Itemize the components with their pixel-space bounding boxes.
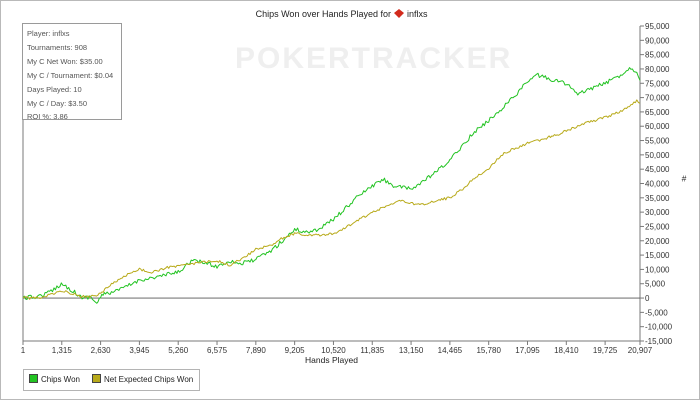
diamond-shape	[394, 9, 404, 18]
y-tick-label: 45,000	[645, 165, 670, 174]
x-tick-label: 3,945	[129, 346, 150, 355]
stat-roi: ROI %: 3.86	[27, 112, 68, 122]
x-tick-label: 17,095	[515, 346, 540, 355]
chart-legend: Chips Won Net Expected Chips Won	[23, 369, 200, 391]
pokertracker-logo-icon	[394, 9, 404, 18]
y-tick-label: -10,000	[645, 323, 673, 332]
y-tick-label: 80,000	[645, 65, 670, 74]
y-axis-label: #	[682, 174, 687, 184]
y-tick-label: 75,000	[645, 79, 670, 88]
chart-title: Chips Won over Hands Played for	[256, 9, 391, 19]
pokertracker-watermark: POKERTRACKER	[235, 42, 512, 75]
y-tick-label: 95,000	[645, 22, 670, 31]
legend-item-net-expected[interactable]: Net Expected Chips Won	[92, 374, 193, 384]
legend-label-chips-won: Chips Won	[41, 375, 80, 384]
y-tick-label: -15,000	[645, 337, 673, 346]
chart-title-player: inflxs	[407, 9, 428, 19]
player-stats-box: Player: inflxs Tournaments: 908 My C Net…	[22, 23, 122, 121]
y-tick-label: 0	[645, 294, 650, 303]
x-tick-label: 10,520	[321, 346, 346, 355]
y-tick-label: 35,000	[645, 194, 670, 203]
y-tick-label: 20,000	[645, 237, 670, 246]
x-tick-label: 13,150	[399, 346, 424, 355]
x-tick-label: 11,835	[360, 346, 384, 355]
series-line-chips-won	[22, 67, 641, 304]
legend-swatch-net-expected	[92, 374, 101, 383]
x-axis-label: Hands Played	[305, 355, 358, 365]
stat-player: Player: inflxs	[27, 29, 70, 38]
x-tick-label: 2,630	[91, 346, 112, 355]
x-tick-label: 7,890	[246, 346, 267, 355]
x-tick-label: 6,575	[207, 346, 228, 355]
y-tick-label: 10,000	[645, 265, 670, 274]
stat-days-played: Days Played: 10	[27, 84, 82, 94]
y-tick-label: 90,000	[645, 36, 670, 45]
x-tick-label: 18,410	[554, 346, 579, 355]
y-tick-label: 55,000	[645, 137, 670, 146]
y-tick-label: 25,000	[645, 222, 670, 231]
legend-swatch-chips-won	[29, 374, 38, 383]
y-tick-label: 60,000	[645, 122, 670, 131]
x-tick-label: 15,780	[476, 346, 501, 355]
y-tick-label: 65,000	[645, 108, 670, 117]
legend-item-chips-won[interactable]: Chips Won	[29, 374, 80, 384]
y-tick-label: 40,000	[645, 180, 670, 189]
stat-tournaments: Tournaments: 908	[27, 42, 88, 52]
y-tick-label: 70,000	[645, 94, 670, 103]
stat-per-day: My C / Day: $3.50	[27, 98, 88, 108]
legend-label-net-expected: Net Expected Chips Won	[104, 375, 194, 384]
x-tick-label: 1,315	[52, 346, 73, 355]
x-tick-label: 20,907	[628, 346, 653, 355]
x-tick-label: 14,465	[438, 346, 463, 355]
stat-per-tournament: My C / Tournament: $0.04	[27, 70, 114, 80]
y-tick-label: 30,000	[645, 208, 670, 217]
series-line-net-expected	[22, 99, 641, 300]
y-tick-label: 50,000	[645, 151, 670, 160]
y-tick-label: 85,000	[645, 51, 670, 60]
x-tick-label: 1	[21, 346, 26, 355]
x-tick-label: 5,260	[168, 346, 189, 355]
stat-net-won: My C Net Won: $35.00	[27, 56, 103, 66]
y-tick-label: 15,000	[645, 251, 670, 260]
y-tick-label: 5,000	[645, 280, 666, 289]
x-tick-label: 19,725	[593, 346, 618, 355]
y-tick-label: -5,000	[645, 308, 668, 317]
x-tick-label: 9,205	[285, 346, 306, 355]
